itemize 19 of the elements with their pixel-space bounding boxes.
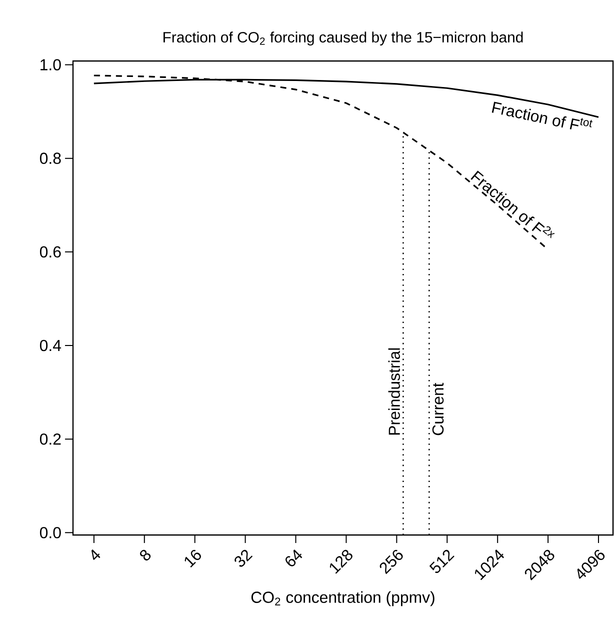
- chart-title: Fraction of CO$_{2}$ forcing caused by the 15−micron band: [164, 32, 523, 46]
- x-tick-label: 512: [429, 550, 454, 574]
- y-tick-label: 0.6: [40, 246, 61, 258]
- x-tick-label: 64: [286, 550, 302, 566]
- x-tick-label: 4: [91, 549, 100, 560]
- y-tick-label: 0.0: [40, 527, 61, 538]
- ref-line-label: Current: [432, 382, 444, 436]
- x-tick-label: 16: [184, 550, 201, 568]
- x-tick-label: 256: [380, 550, 403, 574]
- y-tick-label: 1.0: [40, 59, 61, 70]
- y-tick-label: 0.2: [40, 433, 61, 445]
- y-tick-label: 0.4: [40, 340, 62, 352]
- x-axis-title: CO$_{2}$ concentration (ppmv): [251, 591, 434, 606]
- x-tick-label: 32: [234, 550, 253, 567]
- x-tick-label: 128: [330, 550, 352, 574]
- annotation: Fraction of F$^{tot}$: [492, 102, 593, 130]
- y-tick-label: 0.8: [40, 152, 61, 164]
- x-tick-label: 8: [140, 550, 151, 560]
- ref-line-label: Preindustrial: [388, 348, 400, 435]
